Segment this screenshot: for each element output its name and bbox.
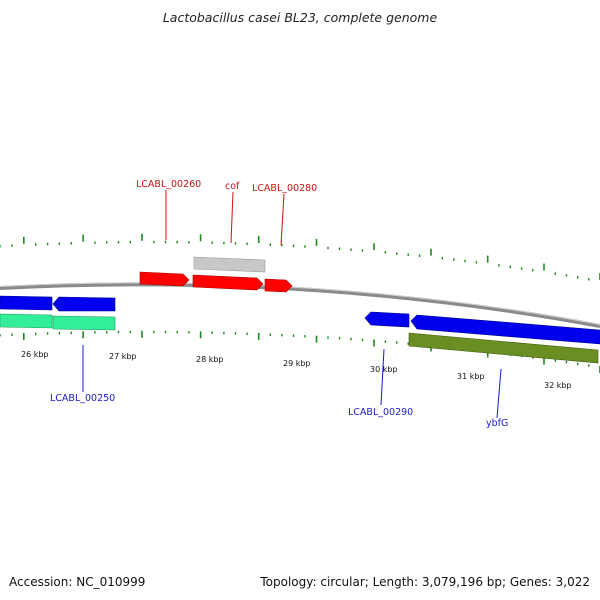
forward-genes	[139, 256, 293, 293]
label-LCABL_00250: LCABL_00250	[50, 393, 115, 404]
genome-summary: Topology: circular; Length: 3,079,196 bp…	[260, 575, 590, 589]
gene-ybfG[interactable]	[408, 332, 599, 364]
gene-blue-left-1[interactable]	[0, 295, 53, 311]
label-ybfG: ybfG	[486, 418, 508, 429]
gene-cof[interactable]	[192, 274, 264, 291]
label-leaders	[82, 190, 502, 419]
gene-LCABL_00260[interactable]	[139, 271, 190, 287]
gene-LCABL_00270-grey[interactable]	[193, 256, 266, 273]
gene-LCABL_00280[interactable]	[264, 278, 293, 293]
label-LCABL_00280: LCABL_00280	[252, 183, 317, 194]
gene-LCABL_00290[interactable]	[364, 311, 410, 328]
scale-labels: 26 kbp 27 kbp 28 kbp 29 kbp 30 kbp 31 kb…	[21, 350, 572, 390]
gene-blue-right-long[interactable]	[410, 314, 600, 345]
gene-LCABL_00250[interactable]	[52, 296, 116, 312]
scale-label: 26 kbp	[21, 350, 49, 359]
label-cof: cof	[225, 181, 240, 192]
scale-label: 28 kbp	[196, 355, 224, 364]
reverse-genes	[0, 295, 600, 364]
gene-green-left-1[interactable]	[0, 313, 53, 329]
scale-label: 27 kbp	[109, 352, 137, 361]
scale-label: 31 kbp	[457, 372, 485, 381]
ticks-outer	[0, 233, 600, 281]
label-LCABL_00260: LCABL_00260	[136, 179, 201, 190]
genome-backbone	[0, 282, 600, 328]
scale-label: 30 kbp	[370, 365, 398, 374]
scale-label: 29 kbp	[283, 359, 311, 368]
accession-label: Accession: NC_010999	[9, 575, 146, 589]
map-title: Lactobacillus casei BL23, complete genom…	[162, 10, 438, 25]
gene-green-left-2[interactable]	[52, 315, 116, 331]
scale-label: 32 kbp	[544, 381, 572, 390]
label-LCABL_00290: LCABL_00290	[348, 407, 413, 418]
